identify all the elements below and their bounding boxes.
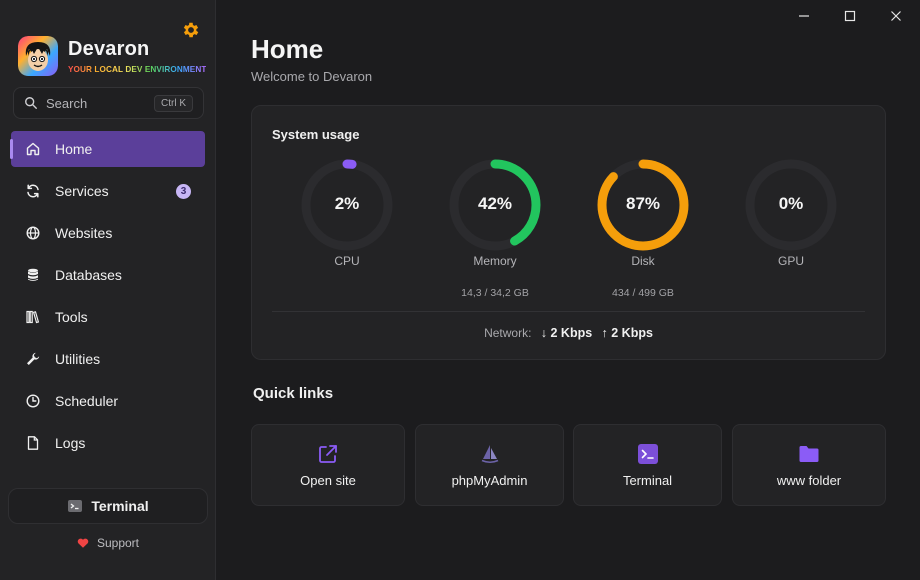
sidebar-item-label: Services	[55, 183, 109, 199]
document-icon	[27, 436, 39, 450]
cpu-label: CPU	[334, 254, 360, 268]
brand: Devaron YOUR LOCAL DEV ENVIRONMENT	[18, 36, 206, 76]
quick-link-label: Terminal	[622, 472, 673, 488]
sidebar: Devaron YOUR LOCAL DEV ENVIRONMENT Searc…	[0, 0, 216, 580]
quick-link-label: www folder	[776, 472, 842, 488]
quick-link-label: Open site	[300, 472, 356, 488]
support-label: Support	[96, 536, 140, 550]
quick-links-title: Quick links	[253, 385, 334, 402]
sidebar-item-label: Tools	[55, 309, 88, 325]
usage-divider	[272, 311, 865, 312]
memory-detail: 14,3 / 34,2 GB	[461, 287, 529, 299]
terminal-icon	[637, 443, 658, 464]
quick-link-terminal[interactable]: Terminal	[573, 424, 722, 506]
support-link[interactable]: Support	[0, 536, 216, 550]
sidebar-item-label: Websites	[55, 225, 113, 241]
sidebar-item-logs[interactable]: Logs	[11, 425, 205, 461]
close-icon	[891, 11, 901, 21]
cpu-percent: 2%	[334, 194, 360, 213]
home-icon	[26, 142, 40, 156]
clock-icon	[26, 394, 40, 408]
disk-detail: 434 / 499 GB	[612, 287, 674, 299]
system-usage-title: System usage	[272, 127, 360, 142]
memory-label: Memory	[473, 254, 517, 268]
sidebar-item-databases[interactable]: Databases	[11, 257, 205, 293]
sidebar-item-label: Databases	[55, 267, 122, 283]
gpu-gauge: 0% GPU	[744, 158, 838, 268]
app-tagline: YOUR LOCAL DEV ENVIRONMENT	[68, 65, 207, 74]
network-download: ↓ 2 Kbps	[540, 326, 593, 340]
network-upload: ↑ 2 Kbps	[601, 326, 653, 340]
cpu-gauge: 2% CPU	[300, 158, 394, 268]
search-icon	[25, 97, 37, 109]
gpu-label: GPU	[777, 254, 804, 268]
sidebar-item-utilities[interactable]: Utilities	[11, 341, 205, 377]
search-box[interactable]: Search Ctrl K	[13, 87, 204, 119]
close-button[interactable]	[873, 0, 919, 32]
disk-label: Disk	[631, 254, 655, 268]
cpu-gauge-ring	[301, 159, 393, 251]
sidebar-item-label: Home	[55, 141, 93, 157]
sidebar-item-label: Logs	[55, 435, 86, 451]
sidebar-item-tools[interactable]: Tools	[11, 299, 205, 335]
gpu-gauge-ring	[745, 159, 837, 251]
terminal-icon	[68, 500, 83, 512]
terminal-button-label: Terminal	[91, 498, 149, 514]
app-logo	[18, 36, 58, 76]
quick-link-label: phpMyAdmin	[451, 472, 528, 488]
sidebar-item-label: Scheduler	[55, 393, 119, 409]
page-subtitle: Welcome to Devaron	[251, 69, 373, 84]
app-name: Devaron	[68, 38, 150, 60]
terminal-button[interactable]: Terminal	[8, 488, 208, 524]
memory-gauge-ring	[449, 159, 541, 251]
minimize-icon	[799, 15, 809, 17]
memory-gauge: 42% Memory 14,3 / 34,2 GB	[448, 158, 542, 299]
settings-gear-icon[interactable]	[181, 20, 201, 40]
memory-gauge-arc	[449, 159, 541, 251]
heart-icon	[77, 538, 89, 548]
sidebar-item-home[interactable]: Home	[10, 131, 205, 167]
globe-icon	[26, 226, 40, 240]
search-shortcut: Ctrl K	[154, 94, 193, 112]
network-label: Network:	[484, 326, 532, 340]
minimize-button[interactable]	[781, 0, 827, 32]
services-count-badge: 3	[176, 183, 191, 199]
search-placeholder: Search	[46, 95, 88, 111]
cpu-gauge-arc	[301, 159, 393, 251]
books-icon	[26, 310, 40, 324]
disk-gauge-ring	[597, 159, 689, 251]
maximize-button[interactable]	[827, 0, 873, 32]
sidebar-item-services[interactable]: Services 3	[11, 173, 205, 209]
memory-percent: 42%	[477, 194, 513, 213]
page-title: Home	[251, 34, 324, 64]
disk-gauge: 87% Disk 434 / 499 GB	[596, 158, 690, 299]
database-icon	[28, 268, 38, 281]
disk-percent: 87%	[625, 194, 661, 213]
phpmyadmin-icon	[481, 444, 498, 463]
system-usage-card: System usage 2% CPU 42% Memory 14,3 / 34…	[251, 105, 886, 360]
gpu-percent: 0%	[778, 194, 804, 213]
external-link-icon	[319, 444, 337, 463]
quick-link-phpmyadmin[interactable]: phpMyAdmin	[415, 424, 564, 506]
disk-gauge-arc	[597, 159, 689, 251]
sidebar-item-scheduler[interactable]: Scheduler	[11, 383, 205, 419]
sidebar-item-websites[interactable]: Websites	[11, 215, 205, 251]
network-stats: Network: ↓ 2 Kbps ↑ 2 Kbps	[252, 326, 885, 340]
wrench-icon	[27, 352, 40, 365]
folder-icon	[799, 445, 819, 462]
quick-link-www-folder[interactable]: www folder	[732, 424, 886, 506]
quick-link-open-site[interactable]: Open site	[251, 424, 405, 506]
sidebar-item-label: Utilities	[55, 351, 101, 367]
sidebar-nav: Home Services 3 Websites Databases Tools…	[10, 131, 205, 467]
refresh-icon	[27, 184, 39, 198]
maximize-icon	[844, 10, 856, 22]
